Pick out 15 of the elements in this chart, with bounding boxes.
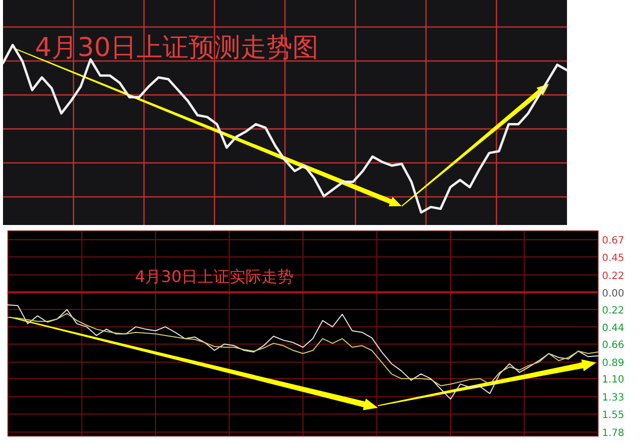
y-tick-label: 1.78 bbox=[602, 428, 624, 440]
y-tick-label: 0.67 bbox=[602, 236, 624, 247]
line-series bbox=[8, 312, 598, 386]
y-tick-label: 1.10 bbox=[602, 374, 624, 386]
y-tick-label: 0.22 bbox=[602, 270, 624, 282]
y-tick-label: 0.89 bbox=[602, 358, 624, 370]
y-tick-label: 0.66 bbox=[602, 340, 624, 352]
y-tick-label: 1.55 bbox=[602, 410, 624, 422]
y-tick-label: 0.44 bbox=[602, 322, 624, 334]
line-series bbox=[8, 304, 598, 400]
y-tick-label: 0.45 bbox=[602, 252, 624, 264]
text: 4月30日上证实际走势 bbox=[135, 267, 294, 286]
y-tick-label: 0.22 bbox=[602, 306, 624, 317]
y-tick-label: 0.00 bbox=[602, 288, 624, 300]
y-tick-label: 1.33 bbox=[602, 392, 624, 404]
